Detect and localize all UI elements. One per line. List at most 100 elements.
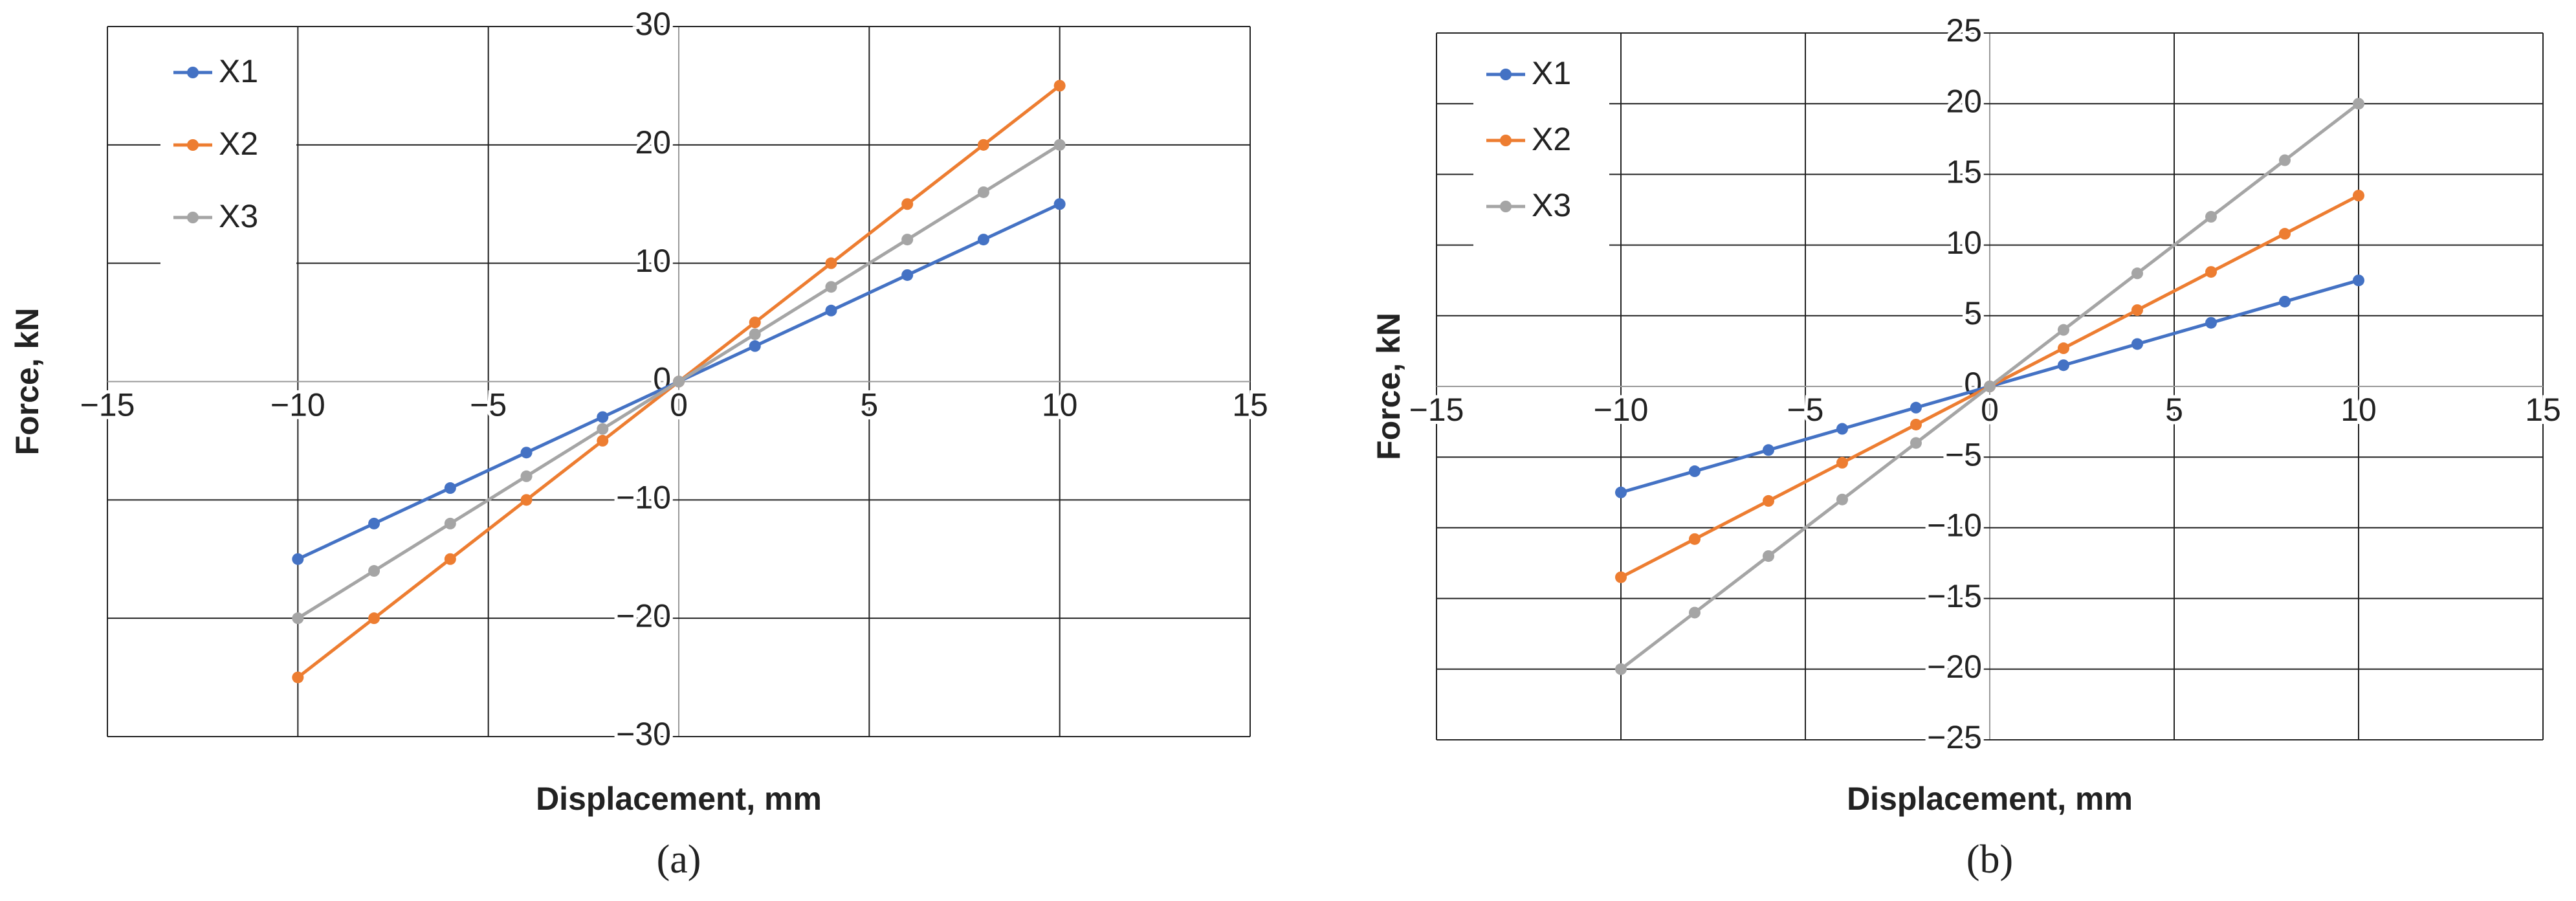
legend-box bbox=[1473, 42, 1609, 247]
legend-label: X1 bbox=[219, 53, 258, 89]
point bbox=[1984, 381, 1996, 392]
legend-marker bbox=[187, 212, 199, 223]
point bbox=[368, 565, 380, 577]
point bbox=[597, 423, 609, 435]
point bbox=[825, 304, 837, 317]
point bbox=[2279, 154, 2291, 166]
point bbox=[977, 234, 989, 246]
y-tick-label: 25 bbox=[1946, 12, 1982, 49]
x-tick-label: −5 bbox=[1787, 392, 1823, 428]
point bbox=[749, 340, 761, 352]
legend-marker bbox=[187, 67, 199, 78]
point bbox=[2058, 342, 2069, 355]
x-tick-label: −10 bbox=[1594, 392, 1649, 428]
y-tick-label: −10 bbox=[616, 480, 671, 516]
point bbox=[368, 612, 380, 625]
y-tick-label: −20 bbox=[616, 597, 671, 634]
point bbox=[2058, 359, 2069, 372]
y-tick-label: −30 bbox=[616, 716, 671, 752]
point bbox=[977, 139, 989, 151]
point bbox=[2131, 338, 2143, 350]
point bbox=[977, 186, 989, 198]
x-tick-label: 5 bbox=[860, 387, 878, 423]
y-tick-label: 10 bbox=[1946, 225, 1982, 261]
point bbox=[368, 517, 380, 529]
point bbox=[2058, 324, 2069, 336]
x-tick-label: −15 bbox=[80, 387, 135, 423]
point bbox=[444, 517, 456, 529]
x-tick-label: 0 bbox=[1981, 392, 1999, 428]
y-tick-label: −5 bbox=[1945, 436, 1982, 473]
x-tick-label: −15 bbox=[1409, 392, 1464, 428]
point bbox=[2353, 190, 2364, 202]
point bbox=[597, 411, 609, 423]
point bbox=[597, 434, 609, 447]
x-axis-title: Displacement, mm bbox=[1847, 781, 2133, 817]
point bbox=[825, 281, 837, 293]
y-axis-title: Force, kN bbox=[9, 308, 45, 456]
y-tick-label: 30 bbox=[635, 6, 671, 42]
point bbox=[1689, 606, 1701, 619]
legend-label: X3 bbox=[219, 198, 258, 234]
point bbox=[2131, 304, 2143, 317]
point bbox=[2205, 210, 2217, 223]
y-axis-title: Force, kN bbox=[1371, 313, 1407, 460]
point bbox=[520, 470, 533, 482]
point bbox=[2205, 317, 2217, 329]
point bbox=[1053, 198, 1066, 210]
point bbox=[901, 234, 914, 246]
y-tick-label: −10 bbox=[1927, 507, 1982, 544]
point bbox=[2205, 266, 2217, 278]
y-tick-label: 20 bbox=[635, 124, 671, 161]
point bbox=[2131, 267, 2143, 280]
point bbox=[1763, 495, 1774, 507]
legend-box bbox=[160, 40, 296, 264]
x-tick-label: 15 bbox=[1232, 387, 1268, 423]
point bbox=[1910, 418, 1922, 430]
x-tick-label: 10 bbox=[2340, 392, 2377, 428]
legend-label: X3 bbox=[1532, 187, 1571, 223]
point bbox=[1615, 486, 1627, 498]
point bbox=[673, 375, 685, 388]
x-tick-label: 15 bbox=[2525, 392, 2561, 428]
point bbox=[1615, 571, 1627, 583]
y-tick-label: 5 bbox=[1964, 295, 1982, 331]
y-tick-label: −20 bbox=[1927, 649, 1982, 685]
point bbox=[1836, 493, 1848, 506]
x-tick-label: 10 bbox=[1042, 387, 1078, 423]
legend-label: X2 bbox=[1532, 121, 1571, 157]
point bbox=[1836, 423, 1848, 435]
point bbox=[1763, 550, 1774, 562]
x-axis-title: Displacement, mm bbox=[536, 781, 822, 817]
point bbox=[444, 482, 456, 495]
x-tick-label: 5 bbox=[2165, 392, 2183, 428]
point bbox=[1053, 139, 1066, 151]
caption: (b) bbox=[1966, 838, 2013, 882]
legend-label: X1 bbox=[1532, 55, 1571, 91]
point bbox=[444, 553, 456, 565]
point bbox=[292, 553, 304, 565]
y-tick-label: −15 bbox=[1927, 578, 1982, 614]
legend-marker bbox=[1500, 69, 1512, 80]
point bbox=[2353, 274, 2364, 287]
point bbox=[2279, 295, 2291, 307]
point bbox=[749, 317, 761, 329]
point bbox=[292, 612, 304, 625]
legend-marker bbox=[1500, 201, 1512, 212]
x-tick-label: −5 bbox=[470, 387, 507, 423]
y-tick-label: 10 bbox=[635, 243, 671, 279]
point bbox=[1615, 663, 1627, 675]
point bbox=[901, 198, 914, 210]
legend-label: X2 bbox=[219, 126, 258, 162]
y-tick-label: −25 bbox=[1927, 719, 1982, 755]
point bbox=[1689, 533, 1701, 545]
point bbox=[1763, 444, 1774, 456]
caption: (a) bbox=[657, 838, 701, 882]
point bbox=[1910, 437, 1922, 449]
point bbox=[520, 494, 533, 506]
point bbox=[749, 328, 761, 340]
point bbox=[2279, 228, 2291, 240]
legend-marker bbox=[1500, 135, 1512, 146]
point bbox=[1910, 401, 1922, 414]
